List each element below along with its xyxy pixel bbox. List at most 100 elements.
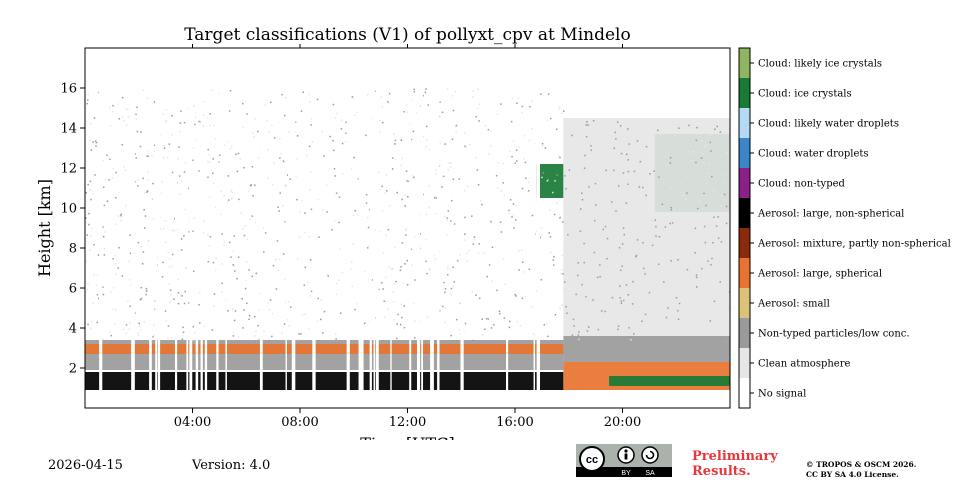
- noise-speck: [669, 338, 671, 341]
- noise-speck: [399, 323, 402, 326]
- noise-speck: [146, 190, 149, 192]
- legend-swatch: [739, 48, 750, 78]
- noise-speck: [643, 250, 645, 253]
- noise-speck: [617, 185, 620, 187]
- noise-speck: [459, 302, 462, 305]
- noise-speck: [579, 230, 582, 233]
- noise-speck: [559, 216, 562, 218]
- noise-speck: [419, 321, 421, 323]
- noise-speck: [279, 192, 281, 194]
- noise-speck: [178, 146, 180, 148]
- noise-speck: [401, 316, 403, 319]
- noise-speck: [639, 160, 642, 163]
- noise-speck: [90, 198, 92, 201]
- noise-speck: [603, 261, 605, 264]
- noise-speck: [137, 334, 140, 337]
- noise-speck: [121, 275, 124, 277]
- noise-speck: [96, 293, 99, 296]
- noise-speck: [246, 113, 248, 115]
- noise-speck: [128, 278, 131, 281]
- noise-speck: [317, 198, 320, 201]
- noise-speck: [338, 196, 341, 198]
- noise-speck: [406, 259, 409, 262]
- noise-speck: [608, 232, 611, 235]
- x-tick-label: 08:00: [281, 415, 318, 430]
- noise-speck: [90, 149, 92, 151]
- noise-speck: [354, 114, 356, 117]
- noise-speck: [380, 96, 383, 98]
- noise-speck: [141, 263, 144, 265]
- noise-speck: [572, 188, 575, 190]
- legend-label: Cloud: ice crystals: [758, 89, 852, 100]
- noise-speck: [112, 167, 114, 170]
- noise-speck: [670, 206, 672, 209]
- noise-speck: [368, 208, 371, 211]
- noise-speck: [614, 131, 617, 134]
- noise-speck: [695, 272, 698, 274]
- noise-speck: [516, 320, 519, 323]
- noise-speck: [559, 156, 561, 159]
- noise-speck: [403, 326, 406, 329]
- noise-speck: [642, 186, 644, 189]
- noise-speck: [338, 279, 340, 282]
- noise-speck: [521, 297, 524, 300]
- noise-speck: [240, 212, 242, 214]
- noise-speck: [102, 338, 104, 340]
- noise-speck: [212, 182, 215, 184]
- noise-speck: [110, 291, 112, 293]
- noise-speck: [675, 313, 678, 316]
- noise-speck: [586, 330, 589, 332]
- noise-speck: [722, 337, 724, 340]
- noise-speck: [404, 205, 406, 207]
- noise-speck: [463, 239, 466, 241]
- noise-speck: [365, 134, 367, 137]
- noise-speck: [442, 175, 445, 178]
- noise-speck: [89, 180, 92, 183]
- noise-speck: [425, 88, 427, 90]
- noise-speck: [257, 324, 259, 327]
- noise-speck: [697, 207, 699, 210]
- noise-speck: [553, 255, 555, 258]
- noise-speck: [510, 120, 513, 123]
- noise-speck: [428, 149, 431, 151]
- noise-speck: [703, 146, 706, 148]
- noise-speck: [616, 255, 618, 257]
- noise-speck: [676, 309, 679, 312]
- noise-speck: [286, 174, 288, 176]
- noise-speck: [425, 125, 428, 128]
- noise-speck: [379, 131, 381, 133]
- noise-speck: [644, 140, 646, 142]
- noise-speck: [232, 250, 234, 253]
- noise-speck: [147, 150, 150, 153]
- noise-speck: [264, 104, 266, 106]
- noise-speck: [159, 227, 161, 229]
- noise-speck: [184, 208, 186, 211]
- noise-speck: [540, 93, 542, 95]
- noise-speck: [666, 163, 668, 166]
- noise-speck: [335, 338, 337, 340]
- noise-speck: [381, 209, 384, 212]
- noise-speck: [227, 175, 230, 177]
- noise-speck: [241, 298, 243, 300]
- noise-speck: [567, 257, 570, 259]
- noise-speck: [713, 300, 716, 303]
- noise-speck: [119, 214, 122, 217]
- noise-speck: [620, 302, 623, 305]
- noise-speck: [220, 190, 222, 193]
- noise-speck: [605, 169, 607, 172]
- noise-speck: [192, 230, 194, 233]
- noise-speck: [367, 226, 370, 229]
- noise-speck: [247, 190, 250, 193]
- noise-speck: [514, 293, 516, 296]
- noise-speck: [599, 275, 601, 278]
- noise-speck: [329, 135, 331, 138]
- version-label: Version: 4.0: [192, 458, 271, 473]
- noise-speck: [400, 164, 402, 167]
- noise-speck: [590, 253, 592, 255]
- noise-speck: [296, 135, 299, 137]
- noise-speck: [274, 259, 277, 261]
- noise-speck: [146, 97, 149, 99]
- noise-speck: [402, 139, 404, 142]
- noise-speck: [694, 251, 696, 254]
- no-signal-gap: [291, 48, 296, 408]
